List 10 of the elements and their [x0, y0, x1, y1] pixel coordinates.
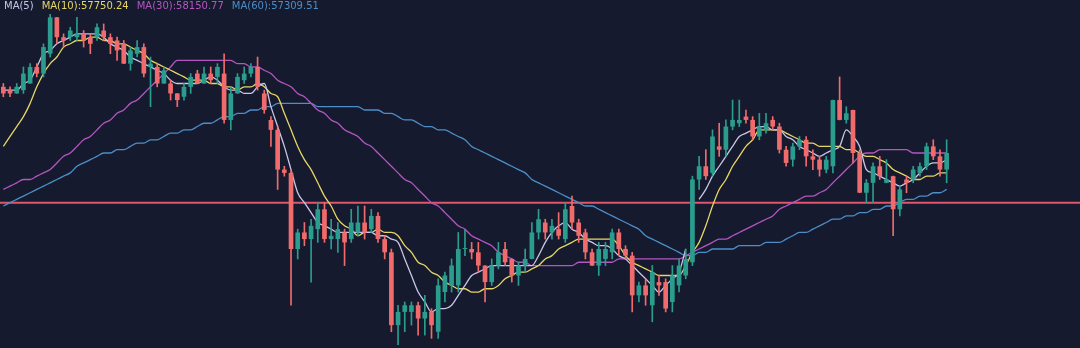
- candlestick: [402, 301, 408, 333]
- text: MA(10):57750.24: [41, 0, 129, 11]
- candlestick: [716, 122, 722, 157]
- text: MA(5): [4, 0, 34, 11]
- candlestick: [422, 295, 428, 336]
- candlestick: [736, 99, 742, 127]
- candlestick: [810, 149, 816, 170]
- candlestick: [328, 218, 334, 250]
- text: MA(30):58150.77: [136, 0, 224, 11]
- text: MA(60):57309.51: [231, 0, 319, 11]
